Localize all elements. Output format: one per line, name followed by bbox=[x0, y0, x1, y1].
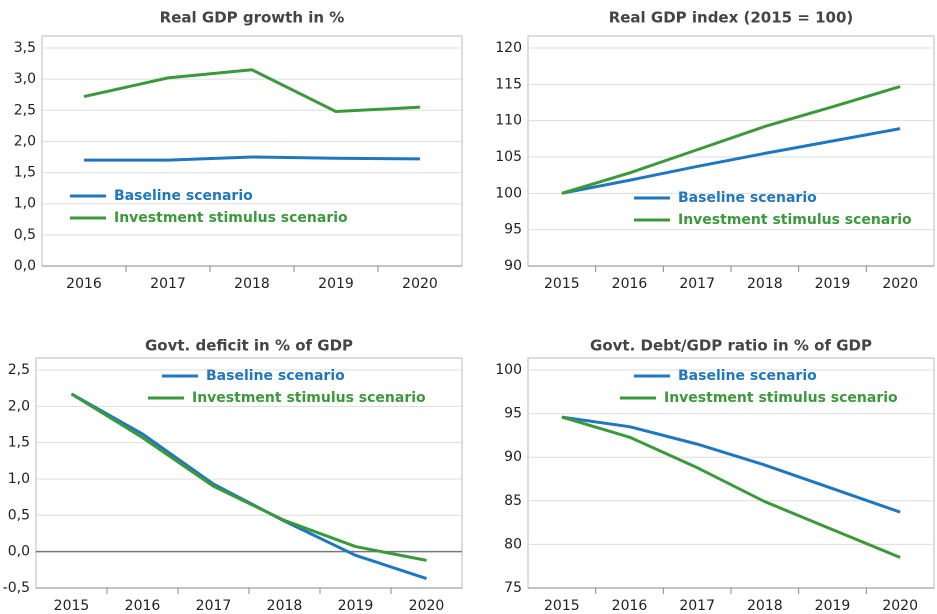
legend-label: Investment stimulus scenario bbox=[192, 390, 426, 406]
x-tick-label: 2016 bbox=[125, 598, 161, 614]
plot-area bbox=[527, 35, 935, 267]
x-tick-label: 2019 bbox=[338, 598, 374, 614]
plot-area bbox=[41, 35, 463, 267]
y-tick-label: 1,0 bbox=[8, 471, 30, 487]
y-tick-label: 105 bbox=[495, 149, 522, 165]
legend-label: Baseline scenario bbox=[114, 188, 253, 204]
x-tick-label: 2018 bbox=[747, 276, 783, 292]
legend-label: Investment stimulus scenario bbox=[664, 390, 898, 406]
legend-label: Baseline scenario bbox=[206, 368, 345, 384]
y-tick-label: 0,5 bbox=[14, 227, 36, 243]
x-tick-label: 2015 bbox=[54, 598, 90, 614]
x-tick-label: 2016 bbox=[612, 598, 648, 614]
y-tick-label: 0,0 bbox=[8, 544, 30, 560]
legend-label: Baseline scenario bbox=[678, 190, 817, 206]
y-tick-label: 100 bbox=[495, 362, 522, 378]
series-line bbox=[561, 415, 901, 559]
y-tick-label: 2,0 bbox=[8, 398, 30, 414]
y-tick-label: 90 bbox=[504, 258, 522, 274]
x-tick-label: 2019 bbox=[815, 276, 851, 292]
series-line bbox=[70, 392, 427, 562]
x-tick-label: 2019 bbox=[815, 598, 851, 614]
chart-title: Govt. Debt/GDP ratio in % of GDP bbox=[590, 337, 872, 355]
y-tick-label: 120 bbox=[495, 40, 522, 56]
legend-label: Investment stimulus scenario bbox=[678, 212, 912, 228]
series-line bbox=[83, 68, 421, 114]
y-tick-label: 1,5 bbox=[14, 165, 36, 181]
series-line bbox=[561, 415, 901, 514]
y-tick-label: 3,5 bbox=[14, 40, 36, 56]
y-tick-label: 2,5 bbox=[8, 362, 30, 378]
x-tick-label: 2016 bbox=[66, 276, 102, 292]
x-tick-label: 2016 bbox=[612, 276, 648, 292]
x-tick-label: 2020 bbox=[409, 598, 445, 614]
x-tick-label: 2020 bbox=[882, 276, 918, 292]
legend-label: Baseline scenario bbox=[678, 368, 817, 384]
y-tick-label: 0,5 bbox=[8, 507, 30, 523]
x-tick-label: 2019 bbox=[318, 276, 354, 292]
y-tick-label: 110 bbox=[495, 113, 522, 129]
y-tick-label: 75 bbox=[504, 580, 522, 596]
y-tick-label: 1,0 bbox=[14, 196, 36, 212]
chart-title: Govt. deficit in % of GDP bbox=[145, 337, 353, 355]
x-tick-label: 2015 bbox=[544, 598, 580, 614]
y-tick-label: 2,5 bbox=[14, 102, 36, 118]
y-tick-label: 115 bbox=[495, 76, 522, 92]
y-tick-label: 1,5 bbox=[8, 435, 30, 451]
y-tick-label: 95 bbox=[504, 406, 522, 422]
y-tick-label: -0,5 bbox=[3, 580, 30, 596]
series-line bbox=[561, 85, 901, 195]
x-tick-label: 2017 bbox=[150, 276, 186, 292]
x-tick-label: 2017 bbox=[679, 598, 715, 614]
x-tick-label: 2017 bbox=[196, 598, 232, 614]
x-tick-label: 2018 bbox=[267, 598, 303, 614]
plot-area bbox=[35, 357, 463, 589]
y-tick-label: 3,0 bbox=[14, 71, 36, 87]
y-tick-label: 80 bbox=[504, 536, 522, 552]
x-tick-label: 2020 bbox=[402, 276, 438, 292]
x-tick-label: 2017 bbox=[679, 276, 715, 292]
legend-label: Investment stimulus scenario bbox=[114, 210, 348, 226]
x-tick-label: 2018 bbox=[234, 276, 270, 292]
y-tick-label: 85 bbox=[504, 493, 522, 509]
plot-area bbox=[527, 357, 935, 589]
y-tick-label: 95 bbox=[504, 222, 522, 238]
chart-title: Real GDP growth in % bbox=[160, 9, 345, 27]
series-line bbox=[84, 155, 421, 162]
y-tick-label: 0,0 bbox=[14, 258, 36, 274]
x-tick-label: 2020 bbox=[882, 598, 918, 614]
chart-title: Real GDP index (2015 = 100) bbox=[609, 9, 854, 27]
y-tick-label: 90 bbox=[504, 449, 522, 465]
x-tick-label: 2015 bbox=[544, 276, 580, 292]
y-tick-label: 2,0 bbox=[14, 133, 36, 149]
y-tick-label: 100 bbox=[495, 185, 522, 201]
series-line bbox=[561, 127, 901, 195]
x-tick-label: 2018 bbox=[747, 598, 783, 614]
